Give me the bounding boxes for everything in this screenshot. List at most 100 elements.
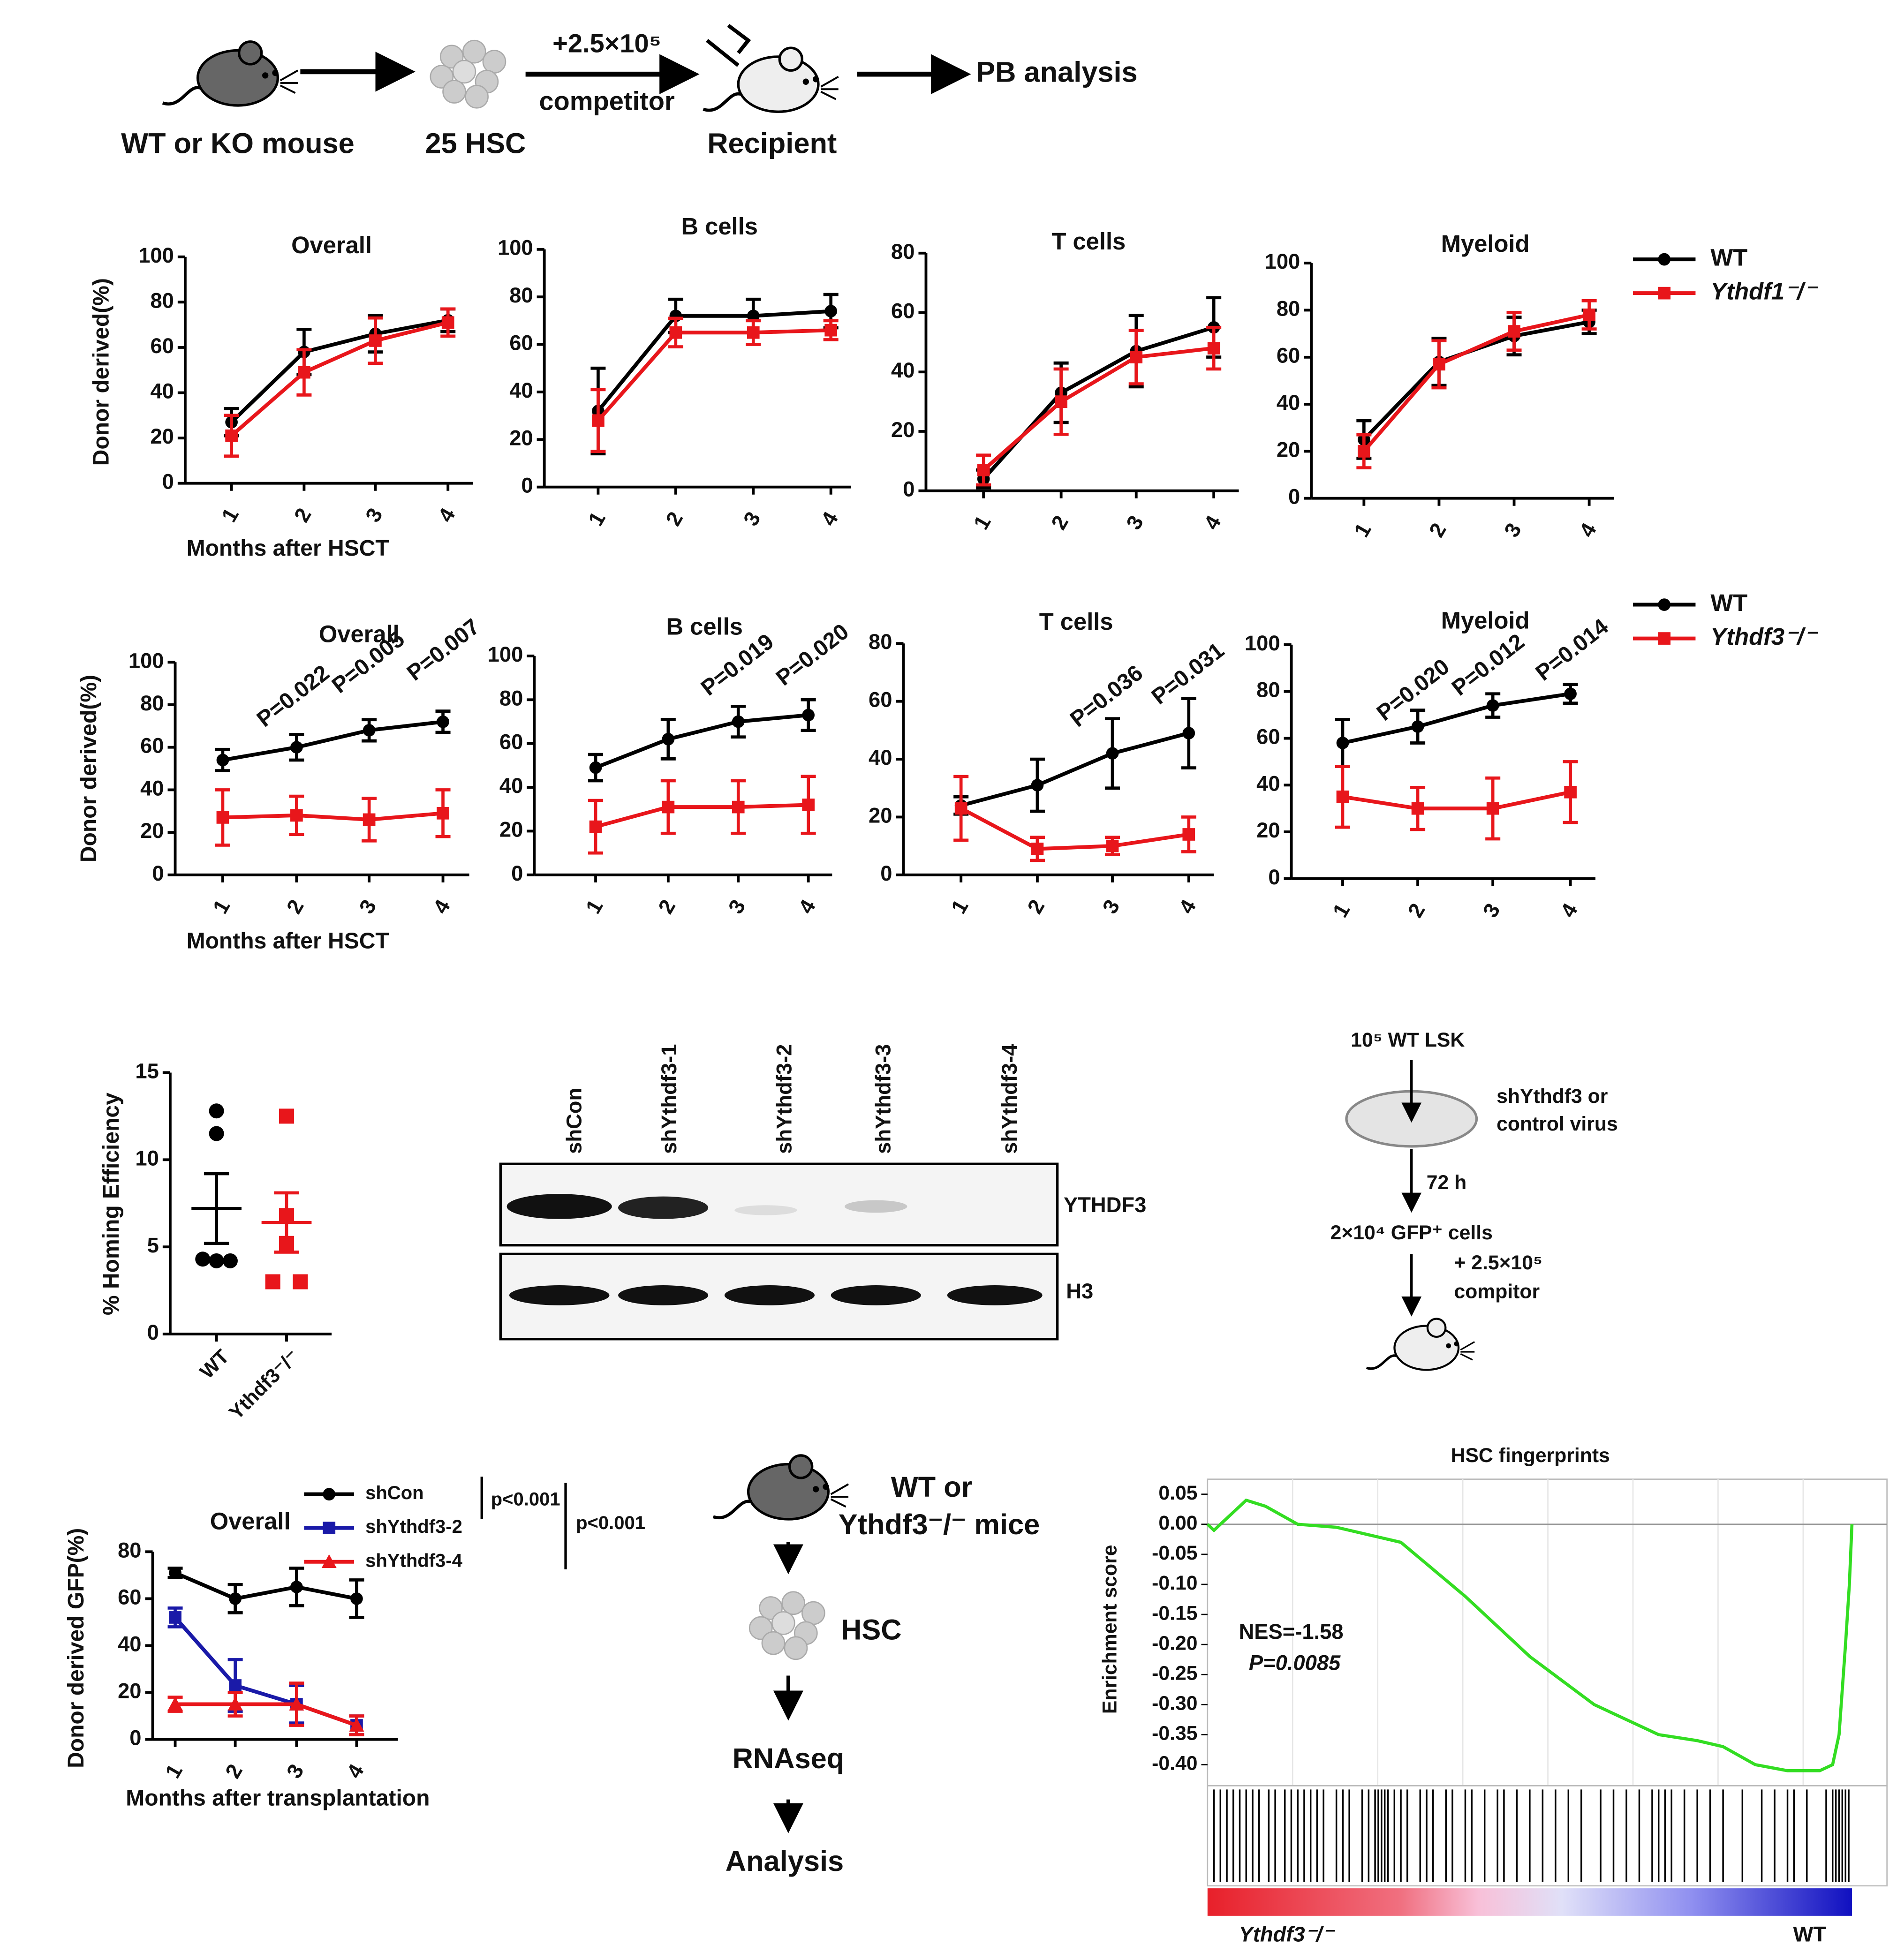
y-tick-label: 0 [1268, 865, 1280, 889]
label: 10⁵ WT LSK [1351, 1029, 1465, 1051]
y-tick-label: 40 [509, 378, 533, 402]
data-point [289, 1696, 304, 1711]
data-point [195, 1251, 211, 1267]
x-tick-label: 4 [342, 1760, 369, 1782]
series-line [595, 803, 809, 829]
series-line [982, 346, 1214, 472]
data-point [1411, 720, 1424, 733]
legend-label: Ythdf3⁻/⁻ [1710, 623, 1819, 650]
data-point [229, 1679, 242, 1692]
x-tick-label: 2 [289, 504, 316, 526]
y-tick-label: 100 [498, 236, 533, 260]
y-tick-label: 60 [499, 730, 523, 754]
y-tick-label: 60 [891, 299, 914, 323]
data-point [1106, 839, 1119, 852]
es-curve [1206, 1498, 1854, 1772]
x-tick-label: 1 [946, 896, 973, 918]
series-line [230, 320, 449, 437]
data-point [293, 1274, 308, 1289]
chart-title: T cells [1039, 608, 1113, 635]
chart-title: B cells [681, 213, 757, 240]
legend-label: WT [1710, 244, 1747, 271]
data-point [279, 1108, 295, 1124]
data-point [824, 324, 838, 337]
y-tick-label: 20 [869, 803, 892, 827]
data-point [1182, 727, 1195, 739]
x-tick-label: 2 [1424, 519, 1451, 541]
data-point [1411, 802, 1424, 815]
annotation: p<0.001 [491, 1489, 560, 1510]
y-tick-label: 20 [891, 418, 914, 442]
band [845, 1200, 907, 1213]
hits-frame [1207, 1785, 1888, 1887]
y-tick-label: 0 [152, 861, 164, 885]
y-tick-label: 0 [162, 470, 174, 494]
data-point [1207, 342, 1220, 354]
x-tick-label: 1 [160, 1760, 187, 1782]
x-tick-label: WT [196, 1345, 234, 1383]
y-tick-label: 60 [140, 734, 164, 758]
y-tick-label: 0 [521, 474, 533, 498]
x-tick-label: 3 [724, 896, 750, 918]
y-tick-label: -0.05 [1152, 1542, 1197, 1564]
legend-marker [1658, 286, 1671, 300]
data-point [1106, 747, 1119, 760]
data-point [290, 809, 303, 822]
data-point [1508, 325, 1520, 338]
data-point [824, 305, 838, 317]
y-axis-label: Donor derived GFP(%) [64, 1528, 89, 1768]
y-tick-label: -0.25 [1152, 1662, 1197, 1684]
y-tick-label: 100 [1265, 249, 1300, 273]
annotation: P=0.020 [771, 619, 854, 691]
y-tick-label: -0.35 [1152, 1722, 1197, 1745]
y-tick-label: 0.05 [1158, 1482, 1197, 1504]
label: HSC [841, 1613, 902, 1646]
legend-marker [323, 1488, 336, 1500]
annotation: P=0.0085 [1249, 1651, 1341, 1674]
x-tick-label: 1 [969, 512, 996, 534]
data-point [290, 1581, 303, 1593]
data-point [209, 1253, 224, 1268]
row-label: YTHDF3 [1064, 1193, 1146, 1217]
annotation: P=0.007 [402, 614, 484, 686]
data-point [1486, 802, 1499, 815]
chart: 0 20 40 60 80 Donor derived GFP(%) 1 2 3 4 Overall… [64, 1477, 645, 1810]
data-point [669, 326, 682, 339]
x-tick-label: 4 [1574, 519, 1601, 541]
series-line [222, 720, 444, 762]
lane-label: shYthdf3-2 [772, 1044, 796, 1154]
legend-label: shYthdf3-2 [365, 1516, 462, 1537]
error-bar [204, 1172, 229, 1245]
data-point [1055, 395, 1067, 408]
chart-title: T cells [1051, 228, 1126, 255]
data-point [298, 366, 310, 379]
data-point [1031, 842, 1044, 855]
data-point [1564, 687, 1577, 701]
chart-title: B cells [666, 613, 742, 640]
label: Ythdf3⁻/⁻ mice [839, 1508, 1040, 1541]
data-point [437, 807, 449, 820]
x-tick-label: 1 [217, 504, 243, 526]
x-tick-label: 2 [661, 508, 688, 530]
data-point [290, 741, 303, 754]
x-tick-label: 1 [583, 508, 610, 530]
y-tick-label: 80 [150, 288, 174, 312]
data-point [229, 1592, 242, 1605]
lane-label: shYthdf3-3 [871, 1044, 895, 1154]
x-tick-label: 3 [361, 504, 387, 526]
y-tick-label: 80 [1256, 678, 1280, 702]
syringe-icon [706, 23, 751, 67]
data-point [802, 709, 815, 722]
y-tick-label: 40 [499, 774, 523, 798]
band [618, 1285, 709, 1305]
data-point [216, 811, 229, 824]
y-axis-label: Donor derived(%) [89, 278, 113, 466]
y-tick-label: -0.20 [1152, 1632, 1197, 1654]
y-tick-label: 0 [1288, 485, 1300, 509]
label: Analysis [726, 1845, 844, 1877]
y-tick-label: 0 [129, 1726, 141, 1750]
x-tick-label: 2 [220, 1760, 247, 1782]
data-point [1336, 737, 1349, 749]
y-axis-label: Enrichment score [1099, 1545, 1121, 1714]
y-tick-label: 100 [128, 648, 164, 672]
